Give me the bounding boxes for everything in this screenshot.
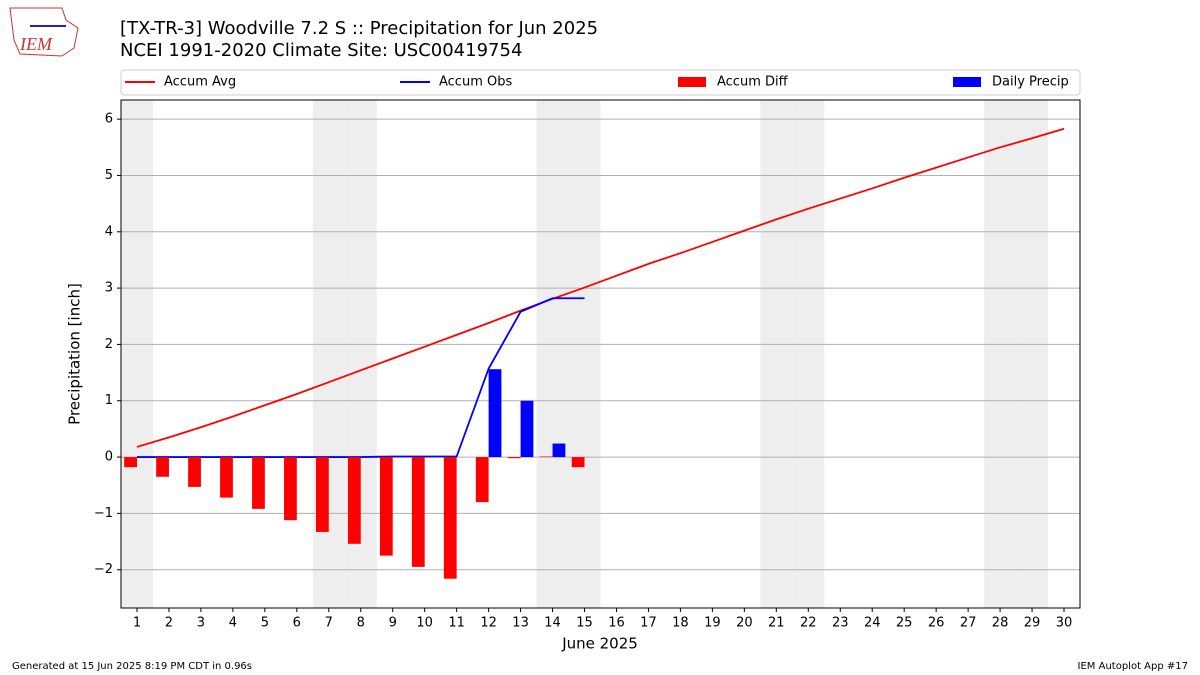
weekend-shade (760, 100, 793, 608)
bar (379, 457, 393, 556)
y-axis-label: Precipitation [inch] (66, 283, 84, 425)
footer-left: Generated at 15 Jun 2025 8:19 PM CDT in … (12, 661, 252, 672)
x-tick-label: 28 (992, 616, 1009, 631)
weekend-shade (984, 100, 1017, 608)
y-tick-label: 4 (105, 224, 113, 239)
series-line (136, 297, 585, 458)
bar (475, 457, 489, 503)
x-tick-label: 12 (480, 616, 497, 631)
bar (156, 457, 169, 477)
series-line (136, 127, 1065, 448)
x-tick-label: 18 (672, 616, 689, 631)
bar (392, 456, 406, 458)
bar (443, 457, 457, 579)
legend-label: Daily Precip (992, 75, 1069, 90)
legend-patch (953, 77, 981, 87)
x-tick-label: 6 (293, 616, 301, 631)
x-tick-label: 27 (960, 616, 977, 631)
logo-text: IEM (19, 34, 53, 54)
legend-label: Accum Obs (439, 75, 512, 90)
x-tick-label: 7 (325, 616, 333, 631)
bar (315, 457, 329, 532)
x-tick-label: 9 (389, 616, 397, 631)
x-tick-label: 23 (832, 616, 849, 631)
logo-outline (9, 7, 79, 57)
weekend-shade (536, 100, 569, 608)
legend-patch (678, 77, 706, 87)
bar (539, 456, 553, 458)
x-tick-label: 24 (864, 616, 881, 631)
x-tick-label: 13 (512, 616, 529, 631)
y-tick-label: 5 (105, 168, 113, 183)
x-tick-label: 10 (416, 616, 433, 631)
y-tick-label: 6 (105, 112, 113, 127)
x-tick-label: 1 (133, 616, 141, 631)
weekend-shade (121, 100, 153, 608)
y-tick-label: 1 (105, 393, 113, 408)
x-tick-label: 4 (229, 616, 237, 631)
plot-frame (120, 99, 1081, 609)
y-tick-label: 3 (105, 281, 113, 296)
y-tick-label: 0 (105, 450, 113, 465)
x-tick-label: 11 (448, 616, 465, 631)
weekend-shade (1016, 100, 1049, 608)
y-tick-label: −1 (94, 506, 113, 521)
logo: IEM (9, 7, 79, 57)
x-tick-label: 3 (197, 616, 205, 631)
x-tick-label: 25 (896, 616, 913, 631)
x-tick-label: 8 (357, 616, 365, 631)
x-tick-label: 17 (640, 616, 657, 631)
x-tick-label: 20 (736, 616, 753, 631)
legend-label: Accum Diff (717, 75, 789, 90)
bar (188, 457, 201, 487)
bar (552, 443, 566, 458)
bar (488, 369, 502, 458)
bar (220, 457, 233, 498)
x-axis-label: June 2025 (561, 635, 638, 653)
x-tick-label: 16 (608, 616, 625, 631)
weekend-shade (568, 100, 601, 608)
bar (284, 457, 297, 521)
x-tick-label: 22 (800, 616, 817, 631)
x-tick-label: 29 (1024, 616, 1041, 631)
weekend-shade (792, 100, 825, 608)
x-tick-label: 21 (768, 616, 785, 631)
y-tick-label: 2 (105, 337, 113, 352)
x-tick-label: 5 (261, 616, 269, 631)
x-tick-label: 26 (928, 616, 945, 631)
bar (507, 457, 521, 459)
x-tick-label: 14 (544, 616, 561, 631)
legend-box (120, 69, 1081, 96)
x-tick-label: 19 (704, 616, 721, 631)
bar (411, 457, 425, 567)
y-tick-label: −2 (94, 562, 113, 577)
bar (124, 457, 137, 468)
footer-right: IEM Autoplot App #17 (1078, 661, 1188, 672)
bar (520, 400, 534, 458)
x-tick-label: 15 (576, 616, 593, 631)
chart-title: [TX-TR-3] Woodville 7.2 S :: Precipitati… (120, 18, 598, 39)
legend-label: Accum Avg (164, 75, 236, 90)
x-tick-label: 2 (165, 616, 173, 631)
bar (571, 457, 585, 468)
bar (252, 457, 265, 509)
bar (347, 457, 361, 544)
chart-subtitle: NCEI 1991-2020 Climate Site: USC00419754 (120, 40, 522, 61)
x-tick-label: 30 (1056, 616, 1073, 631)
